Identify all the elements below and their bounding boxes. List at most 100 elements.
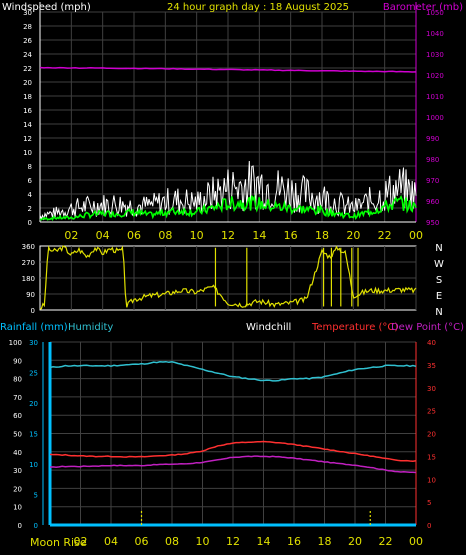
wind-y-tick: 14 [23, 121, 32, 129]
temperature-y-tick: 15 [427, 453, 436, 461]
direction-y-tick: 0 [31, 307, 35, 315]
wind-x-tick: 10 [190, 229, 204, 242]
temperature-y-tick: 5 [427, 499, 431, 507]
humidity-y-tick: 20 [13, 485, 22, 493]
wind-axis-label: Windspeed (mph) [2, 2, 91, 13]
pressure-y-tick: 1000 [426, 114, 444, 122]
dewpoint-series-line [49, 455, 417, 474]
moon-rise-label: Moon Rise [30, 536, 87, 549]
direction-y-tick: 360 [22, 243, 35, 251]
wind-x-tick: 02 [64, 229, 78, 242]
pressure-series-line [39, 66, 417, 73]
humidity-y-tick: 10 [13, 504, 22, 512]
wind-x-tick: 14 [252, 229, 266, 242]
temp-x-tick: 02 [74, 535, 88, 548]
pressure-y-tick: 980 [426, 156, 439, 164]
temp-x-tick: 10 [196, 535, 210, 548]
barometer-axis-label: Barometer (mb) [383, 2, 463, 13]
temperature-y-tick: 35 [427, 362, 436, 370]
humidity-y-tick: 70 [13, 394, 22, 402]
direction-y-tick: 90 [26, 291, 35, 299]
humidity-y-tick: 0 [18, 522, 22, 530]
temperature-y-tick: 30 [427, 385, 436, 393]
pressure-y-tick: 950 [426, 219, 439, 227]
humidity-y-tick: 50 [13, 431, 22, 439]
temp-x-tick: 08 [165, 535, 179, 548]
pressure-y-tick: 1040 [426, 30, 444, 38]
temperature-y-tick: 40 [427, 339, 436, 347]
temperature-series-line [49, 440, 417, 462]
pressure-y-tick: 1030 [426, 51, 444, 59]
wind-y-tick: 16 [23, 107, 32, 115]
temp-x-tick: 12 [226, 535, 240, 548]
wind-y-tick: 24 [23, 51, 32, 59]
temp-x-tick: 16 [287, 535, 301, 548]
temp-x-tick: 22 [379, 535, 393, 548]
temperature-y-tick: 10 [427, 476, 436, 484]
windspeed-series-line [39, 194, 417, 221]
temp-x-tick: 00 [409, 535, 423, 548]
humidity-series-line [49, 360, 417, 382]
direction-y-tick: 180 [22, 275, 35, 283]
wind-y-tick: 4 [28, 191, 33, 199]
wind-x-tick: 06 [127, 229, 141, 242]
humidity-label: Humidity [68, 322, 113, 333]
pressure-y-tick: 990 [426, 135, 439, 143]
wind-y-tick: 20 [23, 79, 32, 87]
direction-series-line [39, 245, 417, 310]
rain-y-tick: 0 [34, 522, 38, 530]
rainfall-label: Rainfall (mm) [0, 322, 68, 333]
wind-y-tick: 0 [28, 219, 32, 227]
rain-y-tick: 10 [29, 461, 38, 469]
wind-x-tick: 12 [221, 229, 235, 242]
compass-label: N [435, 307, 442, 318]
rain-y-tick: 5 [34, 492, 38, 500]
humidity-y-tick: 40 [13, 449, 22, 457]
wind-x-tick: 22 [378, 229, 392, 242]
pressure-y-tick: 970 [426, 177, 439, 185]
humidity-y-tick: 60 [13, 412, 22, 420]
humidity-y-tick: 90 [13, 357, 22, 365]
wind-x-tick: 00 [409, 229, 423, 242]
compass-label: W [434, 259, 444, 270]
pressure-y-tick: 1020 [426, 72, 444, 80]
rain-y-tick: 30 [29, 339, 38, 347]
wind-x-tick: 18 [315, 229, 329, 242]
wind-x-tick: 04 [96, 229, 110, 242]
temp-x-tick: 04 [104, 535, 118, 548]
pressure-y-tick: 960 [426, 198, 439, 206]
rain-y-tick: 20 [29, 400, 38, 408]
direction-y-tick: 270 [22, 259, 35, 267]
wind-y-tick: 22 [23, 65, 32, 73]
temp-x-tick: 20 [348, 535, 362, 548]
wind-y-tick: 2 [28, 205, 32, 213]
wind-y-tick: 8 [28, 163, 32, 171]
wind-y-tick: 10 [23, 149, 32, 157]
temp-x-tick: 06 [135, 535, 149, 548]
temperature-y-tick: 0 [427, 522, 431, 530]
temperature-label: Temperature (°C) [311, 322, 398, 333]
wind-y-tick: 18 [23, 93, 32, 101]
wind-y-tick: 6 [28, 177, 33, 185]
pressure-y-tick: 1010 [426, 93, 444, 101]
humidity-y-tick: 80 [13, 376, 22, 384]
temperature-y-tick: 25 [427, 408, 436, 416]
dewpoint-label: Dew Point (°C) [391, 322, 464, 333]
humidity-y-tick: 30 [13, 467, 22, 475]
compass-label: N [435, 243, 442, 254]
rain-y-tick: 25 [29, 370, 38, 378]
wind-x-tick: 08 [158, 229, 172, 242]
windchill-label: Windchill [246, 322, 291, 333]
wind-x-tick: 16 [284, 229, 298, 242]
wind-y-tick: 28 [23, 23, 32, 31]
wind-y-tick: 30 [23, 9, 32, 17]
humidity-y-tick: 100 [9, 339, 22, 347]
rain-y-tick: 15 [29, 431, 38, 439]
wind-x-tick: 20 [346, 229, 360, 242]
compass-label: E [436, 291, 442, 302]
graph-title: 24 hour graph day : 18 August 2025 [167, 2, 349, 13]
wind-y-tick: 12 [23, 135, 32, 143]
pressure-y-tick: 1050 [426, 9, 444, 17]
